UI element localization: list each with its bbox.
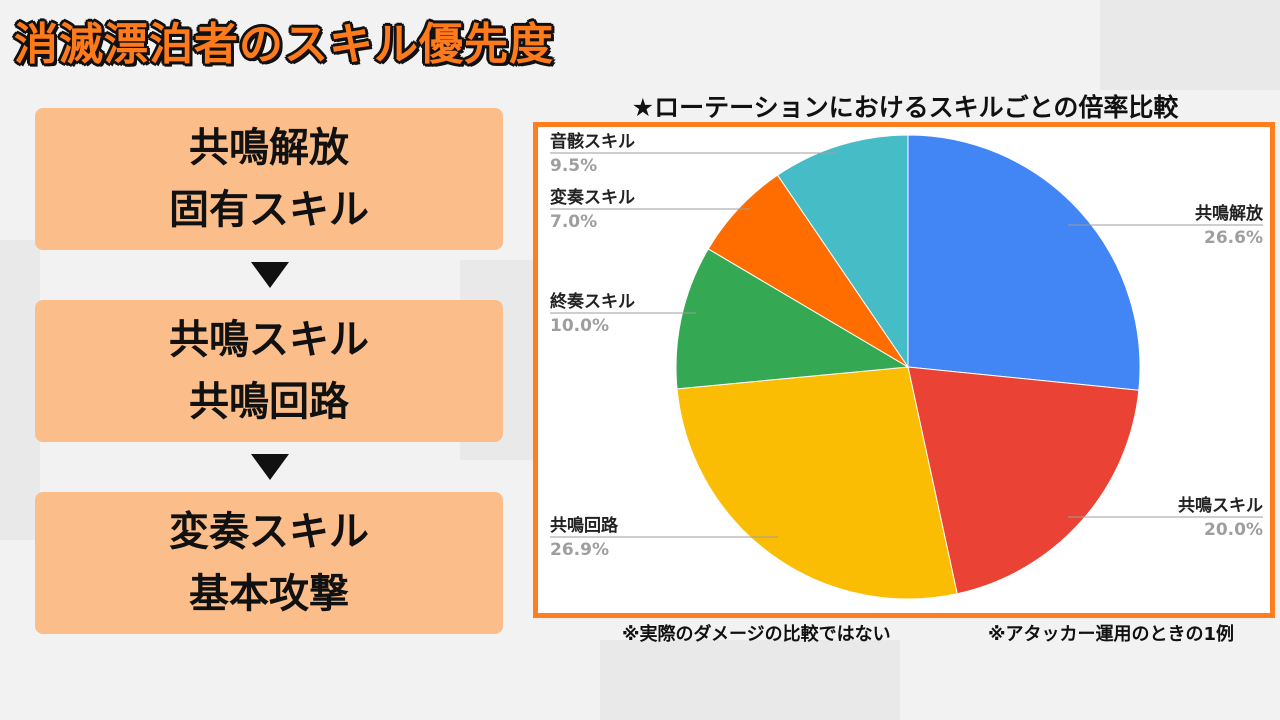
priority-step-2-line1: 共鳴スキル: [169, 317, 369, 363]
slice-value-label: 9.5%: [550, 156, 597, 176]
priority-step-2: 共鳴スキル 共鳴回路: [35, 300, 503, 442]
slice-value-label: 20.0%: [1204, 520, 1263, 540]
slice-label: 音骸スキル: [550, 131, 635, 152]
priority-step-1: 共鳴解放 固有スキル: [35, 108, 503, 250]
background-block: [1100, 0, 1280, 90]
slice-label: 共鳴回路: [550, 515, 619, 536]
priority-step-3: 変奏スキル 基本攻撃: [35, 492, 503, 634]
pie-slice: [676, 366, 958, 600]
slice-value-label: 7.0%: [550, 212, 597, 232]
pie-slice: [907, 366, 1140, 595]
slice-value-label: 26.6%: [1204, 228, 1263, 248]
down-arrow-icon: [251, 454, 289, 480]
slice-label: 共鳴解放: [1195, 203, 1264, 224]
pie-slice: [675, 248, 910, 390]
note-left: ※実際のダメージの比較ではない: [622, 624, 891, 645]
slice-label: 変奏スキル: [550, 187, 635, 208]
priority-step-2-line2: 共鳴回路: [189, 379, 349, 425]
page-title: 消滅漂泊者のスキル優先度: [14, 19, 554, 70]
chart-title: ★ローテーションにおけるスキルごとの倍率比較: [631, 93, 1179, 122]
slice-label: 共鳴スキル: [1178, 495, 1263, 516]
slice-value-label: 10.0%: [550, 316, 609, 336]
pie-slice: [776, 134, 909, 369]
background-block: [600, 640, 900, 720]
priority-step-3-line2: 基本攻撃: [189, 571, 349, 617]
pie-slice: [707, 174, 909, 368]
priority-step-1-line1: 共鳴解放: [189, 125, 349, 171]
note-right: ※アタッカー運用のときの1例: [988, 624, 1235, 645]
down-arrow-icon: [251, 262, 289, 288]
background-block: [0, 240, 40, 540]
pie-chart: 共鳴解放 26.6% 共鳴スキル 20.0% 共鳴回路 26.9% 終奏スキル 10.0% 変奏…: [550, 131, 1264, 600]
priority-step-3-line1: 変奏スキル: [169, 509, 369, 555]
slice-value-label: 26.9%: [550, 540, 609, 560]
chart-frame: 共鳴解放 26.6% 共鳴スキル 20.0% 共鳴回路 26.9% 終奏スキル 10.0% 変奏…: [533, 122, 1275, 618]
slice-label: 終奏スキル: [550, 291, 635, 312]
priority-step-1-line2: 固有スキル: [169, 187, 369, 233]
pie-slice: [907, 134, 1141, 391]
